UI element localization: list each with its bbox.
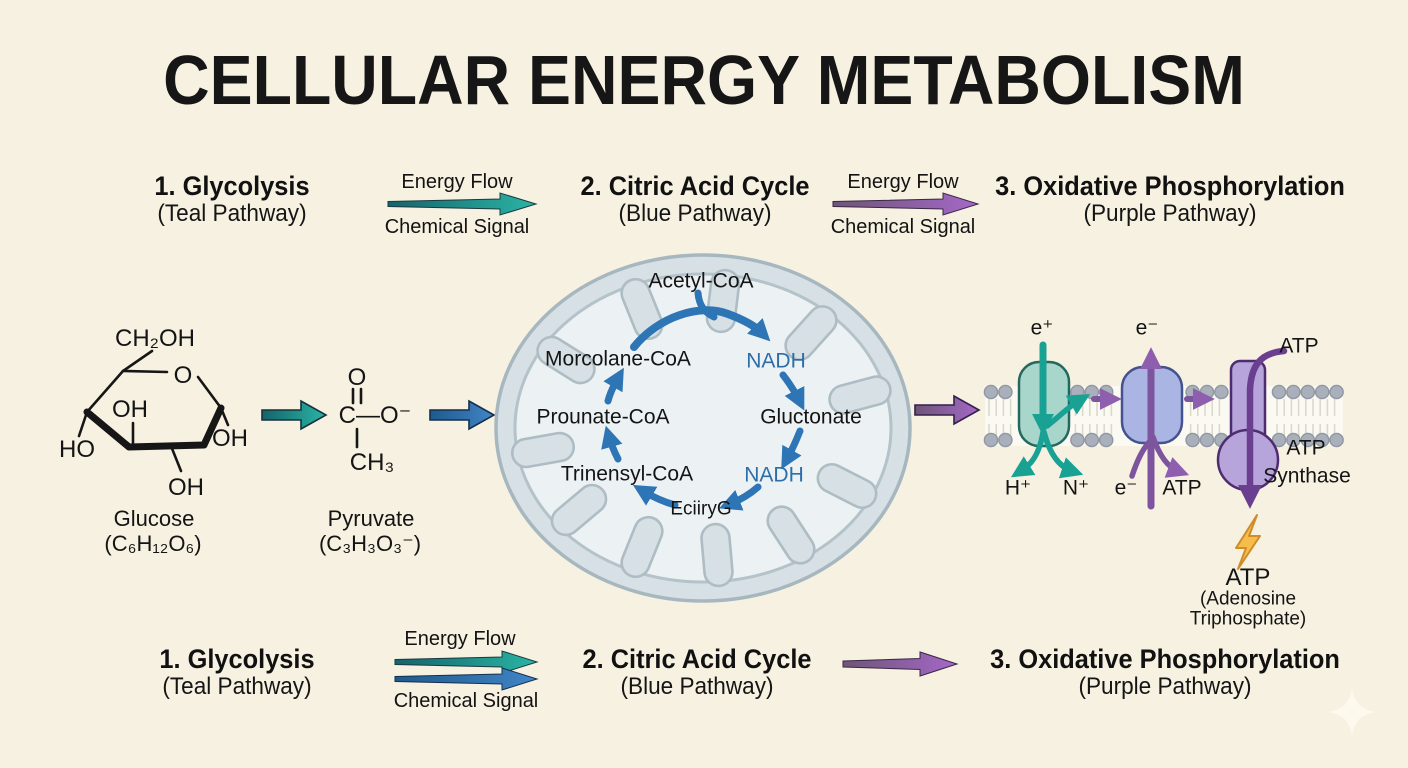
pyruvate-formula-label: (C₃H₃O₃⁻) bbox=[318, 531, 422, 556]
cristae bbox=[510, 268, 892, 588]
stage-glycolysis-top: 1. Glycolysis (Teal Pathway) bbox=[154, 172, 309, 228]
atp-synthase-name-line1: ATP bbox=[1286, 436, 1326, 460]
stage-name: 2. Citric Acid Cycle bbox=[582, 644, 812, 674]
stage-name: 1. Glycolysis bbox=[154, 171, 310, 201]
arrow-glucose-to-pyruvate bbox=[261, 399, 328, 431]
atp-product-label: ATP bbox=[1225, 564, 1271, 591]
e-plus-label: e⁺ bbox=[1030, 316, 1054, 340]
stage-name: 3. Oxidative Phosphorylation bbox=[990, 644, 1340, 674]
chemical-signal-arrow-blue-bottom bbox=[394, 667, 539, 691]
stage-name: 2. Citric Acid Cycle bbox=[580, 171, 810, 201]
arrow-mitochondrion-to-membrane bbox=[914, 394, 981, 426]
nadh-lower-label: NADH bbox=[744, 463, 804, 487]
atp-product-sub2-label: Triphosphate) bbox=[1189, 608, 1307, 630]
acetyl-coa-label: Acetyl-CoA bbox=[648, 269, 754, 293]
stage-name: 1. Glycolysis bbox=[159, 644, 315, 674]
glucose-formula-label: (C₆H₁₂O₆) bbox=[104, 531, 202, 556]
electron-flow-arrows bbox=[1010, 341, 1288, 510]
glucose-oh-inner-label: OH bbox=[112, 396, 148, 423]
glucose-structure bbox=[77, 349, 230, 473]
stage-pathway: (Purple Pathway) bbox=[1078, 673, 1252, 701]
glucose-ch2oh-label: CH₂OH bbox=[115, 325, 195, 352]
stage-citric-bottom: 2. Citric Acid Cycle (Blue Pathway) bbox=[583, 645, 812, 701]
arrow-pyruvate-to-mitochondrion bbox=[429, 399, 496, 431]
stage-name: 3. Oxidative Phosphorylation bbox=[995, 171, 1345, 201]
trinensyl-coa-label: Trinensyl-CoA bbox=[560, 462, 694, 486]
stage-oxphos-bottom: 3. Oxidative Phosphorylation (Purple Pat… bbox=[990, 645, 1340, 701]
chemical-signal-label-top-1: Chemical Signal bbox=[384, 216, 530, 238]
pyruvate-structure bbox=[351, 387, 363, 449]
cycle-to-oxphos-arrow-bottom bbox=[842, 651, 959, 677]
page-title: CELLULAR ENERGY METABOLISM bbox=[163, 41, 1245, 119]
eciiryg-label: EciiryG bbox=[670, 498, 732, 520]
gluctonate-label: Gluctonate bbox=[760, 405, 862, 429]
pyruvate-methyl-label: CH₃ bbox=[349, 449, 395, 476]
atp-synthase-in-label: ATP bbox=[1279, 334, 1319, 358]
glucose-oh-bottom-label: OH bbox=[168, 474, 204, 501]
glucose-oh-right-label: OH bbox=[212, 425, 248, 452]
e-minus-upper-label: e⁻ bbox=[1135, 316, 1159, 340]
pyruvate-name-label: Pyruvate bbox=[327, 506, 415, 531]
energy-flow-label-top-2: Energy Flow bbox=[847, 171, 959, 193]
lightning-bolt-icon bbox=[1235, 514, 1261, 570]
morcolane-coa-label: Morcolane-CoA bbox=[545, 347, 691, 371]
sparkle-icon bbox=[1329, 688, 1375, 736]
chemical-signal-label-bottom: Chemical Signal bbox=[393, 690, 539, 712]
n-plus-label: N⁺ bbox=[1062, 476, 1090, 500]
pyruvate-carboxyl-label: C—O⁻ bbox=[338, 402, 412, 429]
stage-pathway: (Teal Pathway) bbox=[162, 673, 312, 701]
energy-flow-label-top-1: Energy Flow bbox=[401, 171, 513, 193]
atp-synthase-name-line2: Synthase bbox=[1263, 464, 1351, 488]
stage-pathway: (Blue Pathway) bbox=[618, 200, 772, 228]
energy-flow-arrow-purple-top bbox=[832, 192, 980, 216]
prounate-coa-label: Prounate-CoA bbox=[536, 405, 670, 429]
stage-pathway: (Purple Pathway) bbox=[1083, 200, 1257, 228]
glucose-name-label: Glucose bbox=[113, 506, 195, 531]
stage-pathway: (Teal Pathway) bbox=[157, 200, 307, 228]
h-plus-label: H⁺ bbox=[1004, 476, 1032, 500]
nadh-upper-label: NADH bbox=[746, 349, 806, 373]
energy-flow-arrow-teal-top bbox=[387, 192, 538, 216]
mitochondrion bbox=[494, 253, 912, 603]
glucose-ring-oxygen-label: O bbox=[173, 362, 193, 389]
pyruvate-carbonyl-o-label: O bbox=[347, 364, 367, 391]
chemical-signal-label-top-2: Chemical Signal bbox=[830, 216, 976, 238]
stage-oxphos-top: 3. Oxidative Phosphorylation (Purple Pat… bbox=[995, 172, 1345, 228]
atp-product-sub1-label: (Adenosine bbox=[1199, 588, 1297, 610]
stage-glycolysis-bottom: 1. Glycolysis (Teal Pathway) bbox=[159, 645, 314, 701]
e-minus-lower-label: e⁻ bbox=[1114, 476, 1138, 500]
citric-cycle-arrows bbox=[601, 289, 805, 511]
atp-complex2-label: ATP bbox=[1162, 476, 1202, 500]
energy-flow-arrow-teal-bottom bbox=[394, 650, 539, 674]
stage-pathway: (Blue Pathway) bbox=[620, 673, 774, 701]
stage-citric-top: 2. Citric Acid Cycle (Blue Pathway) bbox=[581, 172, 810, 228]
glucose-ho-left-label: HO bbox=[59, 436, 95, 463]
energy-flow-label-bottom: Energy Flow bbox=[404, 628, 516, 650]
